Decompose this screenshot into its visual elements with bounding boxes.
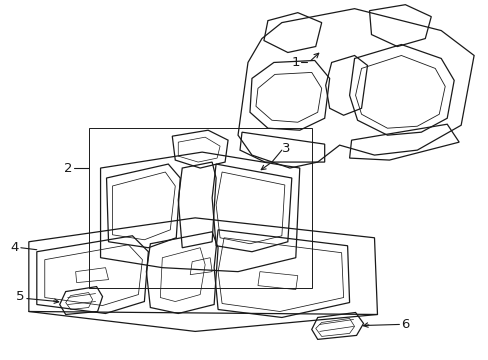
Text: 2: 2 [64, 162, 73, 175]
Text: 4: 4 [10, 241, 19, 254]
Text: 1: 1 [291, 56, 299, 69]
Text: 5: 5 [16, 290, 25, 303]
Text: 6: 6 [401, 318, 409, 331]
Text: 3: 3 [281, 141, 290, 155]
